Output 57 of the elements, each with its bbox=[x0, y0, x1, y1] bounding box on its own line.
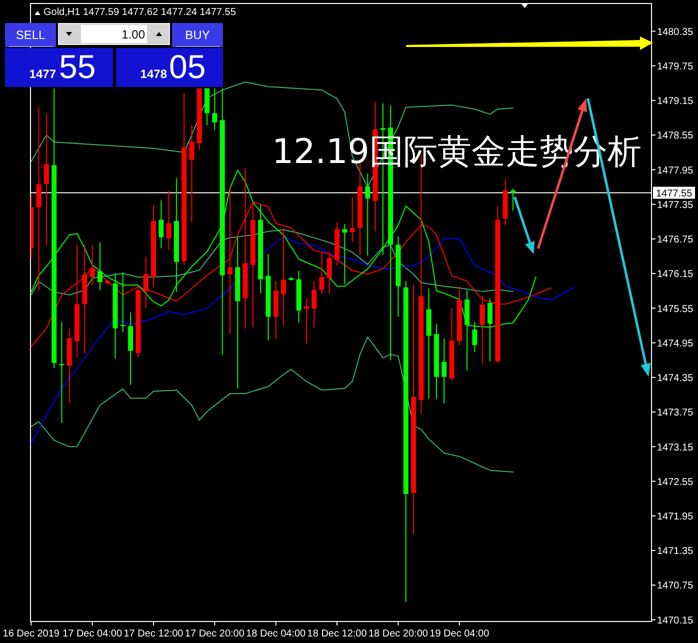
y-tick-label: 1479.15 bbox=[657, 96, 694, 108]
candlestick bbox=[365, 173, 370, 256]
y-tick-label: 1475.55 bbox=[657, 304, 694, 315]
line-series bbox=[30, 336, 514, 473]
y-tick-label: 1471.35 bbox=[657, 546, 694, 558]
candlestick bbox=[281, 227, 286, 326]
x-tick-label: 17 Dec 04:00 bbox=[62, 628, 122, 640]
line-series bbox=[30, 229, 514, 296]
x-tick-label: 18 Dec 20:00 bbox=[368, 628, 428, 640]
x-tick-label: 17 Dec 20:00 bbox=[184, 628, 245, 640]
y-tick-label: 1471.95 bbox=[657, 512, 694, 523]
y-tick-label: 1477.95 bbox=[657, 165, 694, 176]
candlestick bbox=[158, 200, 164, 249]
annotation: 1478 bbox=[140, 67, 168, 81]
annotation: BUY bbox=[185, 28, 210, 42]
candlestick bbox=[44, 112, 49, 246]
y-tick-label: 1474.95 bbox=[657, 338, 694, 350]
y-tick-label: 1474.35 bbox=[657, 373, 694, 384]
candlestick bbox=[90, 244, 95, 286]
y-tick-label: 1470.75 bbox=[657, 580, 694, 592]
candlestick bbox=[166, 190, 172, 250]
candlestick bbox=[189, 124, 194, 223]
annotation: 55 bbox=[59, 48, 96, 85]
y-tick-label: 1473.15 bbox=[657, 442, 694, 454]
x-tick-label: 18 Dec 12:00 bbox=[307, 628, 368, 640]
candlestick bbox=[97, 242, 102, 291]
x-tick-label: 19 Dec 04:00 bbox=[430, 628, 490, 640]
annotation: 1477 bbox=[29, 67, 56, 81]
candlestick bbox=[212, 88, 218, 130]
candlestick bbox=[442, 338, 447, 404]
x-tick-label: 18 Dec 04:00 bbox=[246, 628, 306, 640]
y-tick-label: 1480.35 bbox=[657, 26, 694, 38]
annotation: SELL bbox=[16, 28, 46, 42]
y-tick-label: 1472.55 bbox=[657, 476, 694, 488]
candlestick bbox=[319, 252, 324, 295]
candlestick bbox=[326, 252, 332, 294]
annotation: 05 bbox=[169, 48, 206, 85]
candlestick bbox=[59, 322, 64, 424]
candlestick bbox=[350, 196, 355, 242]
candlestick bbox=[143, 256, 148, 309]
candlestick bbox=[36, 106, 42, 291]
y-tick-label: 1470.15 bbox=[657, 615, 694, 626]
annotation: 1.00 bbox=[122, 28, 146, 42]
y-tick-label: 1478.55 bbox=[657, 130, 694, 142]
line-series bbox=[30, 236, 575, 444]
x-tick-label: 16 Dec 2019 bbox=[2, 628, 60, 640]
x-tick-label: 17 Dec 12:00 bbox=[124, 628, 184, 640]
y-tick-label: 1479.75 bbox=[657, 61, 694, 72]
chart-subtitle: Gold,H1 1477.59 1477.62 1477.24 1477.55 bbox=[44, 7, 236, 18]
candlestick bbox=[312, 280, 317, 328]
y-tick-label: 1476.75 bbox=[657, 234, 694, 246]
ref-line-label: 1477.55 bbox=[656, 188, 693, 200]
candlestick bbox=[510, 188, 516, 212]
y-tick-label: 1477.35 bbox=[657, 200, 694, 211]
y-tick-label: 1473.75 bbox=[657, 408, 694, 419]
candlestick bbox=[342, 223, 348, 284]
y-tick-label: 1476.15 bbox=[657, 269, 694, 280]
